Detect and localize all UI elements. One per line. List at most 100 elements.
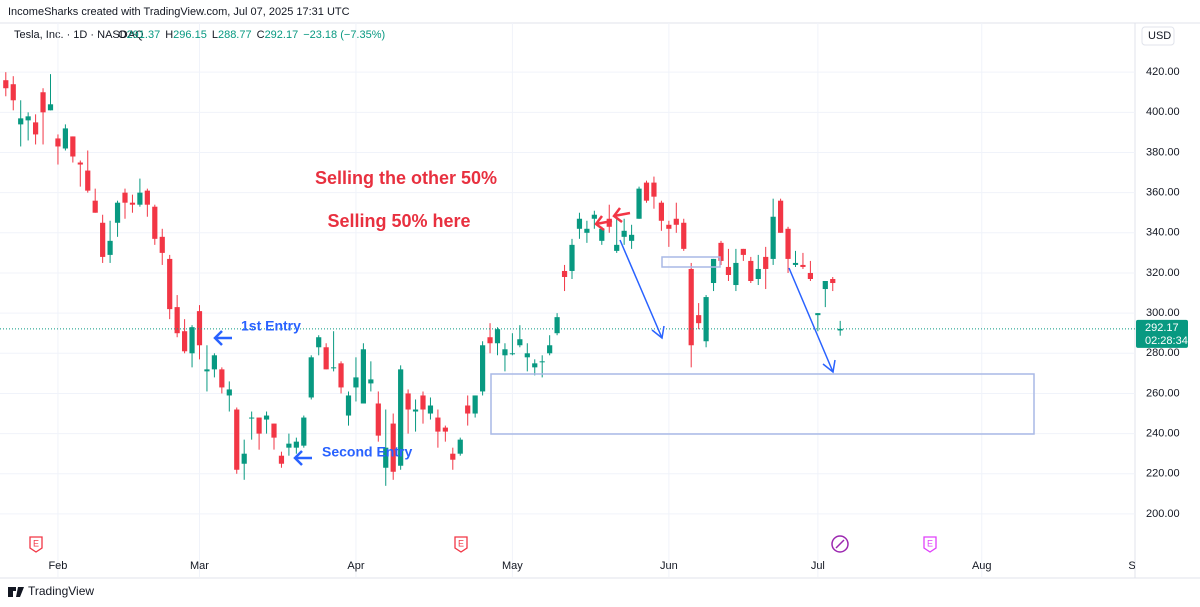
candle-body (129, 202, 136, 205)
y-tick-label: 280.00 (1146, 347, 1180, 359)
last-price-box (1136, 319, 1188, 348)
candle-body (226, 389, 232, 396)
currency-box (1141, 26, 1175, 46)
candle-body (144, 190, 150, 205)
candle-body (77, 162, 83, 165)
candle-body (800, 264, 806, 267)
candle-body (815, 313, 821, 316)
event-marker (923, 536, 937, 553)
candle-body (651, 182, 657, 197)
candle-body (33, 122, 39, 135)
event-marker (29, 536, 43, 553)
candle-body (830, 278, 836, 284)
candle-body (487, 337, 493, 344)
zone-box (661, 256, 721, 268)
candle-body (241, 453, 247, 464)
candle-body (599, 228, 605, 241)
candle-body (465, 405, 471, 414)
symbol: Tesla, Inc. · 1D · NASDAQ (14, 29, 144, 41)
candle-body (725, 266, 732, 275)
ohlc-value: 296.15 (173, 29, 207, 41)
candle-body (375, 403, 381, 436)
candle-body (383, 447, 389, 468)
candle-body (219, 369, 225, 388)
candle-body (450, 453, 456, 460)
candle-body (718, 242, 724, 261)
candle-body (390, 423, 396, 472)
logo (8, 587, 24, 597)
event-label: E (33, 538, 39, 548)
candle-body (561, 270, 568, 277)
countdown: 02:28:34 (1145, 335, 1188, 347)
ohlc-legend: O291.37 H296.15 L288.77 C292.17 −23.18 (−7.3… (118, 29, 385, 41)
candle-body (271, 423, 277, 438)
brand: TradingView (28, 584, 94, 598)
zone-box (490, 373, 1035, 435)
ohlc-letter: O (118, 29, 127, 41)
candle-body (345, 395, 352, 416)
candle-body (286, 443, 292, 448)
candle-body (509, 353, 515, 355)
candle-body (331, 367, 337, 369)
candle-body (107, 240, 113, 255)
candle-body (807, 272, 813, 279)
candle-body (25, 116, 31, 121)
candle-body (658, 202, 664, 221)
y-tick-label: 400.00 (1146, 106, 1180, 118)
candle-body (681, 222, 687, 249)
candle-body (532, 363, 538, 368)
y-tick-label: 320.00 (1146, 267, 1180, 279)
ohlc-value: 288.77 (218, 29, 252, 41)
y-tick-label: 240.00 (1146, 428, 1180, 440)
candle-body (167, 258, 173, 310)
candle-body (748, 260, 754, 282)
annotation: Selling the other 50% (315, 168, 497, 188)
candle-body (688, 268, 694, 346)
event-label: E (927, 538, 933, 548)
ohlc-value: 292.17 (265, 29, 299, 41)
candle-body (785, 228, 791, 259)
candle-body (360, 349, 366, 404)
candle-body (152, 206, 158, 239)
candle-body (792, 262, 799, 265)
ohlc-value: 291.37 (127, 29, 161, 41)
y-tick-label: 220.00 (1146, 468, 1180, 480)
candle-body (405, 393, 411, 410)
ohlc-letter: H (165, 29, 173, 41)
candle-body (55, 138, 61, 147)
candle-body (457, 439, 463, 454)
credit: IncomeSharks created with TradingView.co… (8, 6, 350, 18)
candle-body (472, 395, 478, 414)
candle-body (293, 441, 299, 448)
candle-body (196, 311, 203, 346)
candle-body (621, 230, 627, 237)
annotation: Second Entry (322, 444, 412, 460)
candle-body (614, 244, 620, 251)
arrow (619, 239, 836, 374)
candle-body (547, 345, 553, 354)
event-label: E (458, 538, 464, 548)
candle-body (576, 218, 583, 229)
candle-body (427, 405, 434, 414)
event-marker (454, 536, 468, 553)
change: −23.18 (−7.35%) (303, 29, 385, 41)
candle-body (629, 234, 635, 241)
candle-body (740, 248, 746, 255)
candle-body (122, 192, 128, 203)
candle-body (278, 455, 285, 464)
candle-body (673, 218, 679, 225)
candle-body (3, 80, 9, 89)
candle-body (591, 214, 597, 219)
candle-body (338, 363, 344, 388)
candle-body (696, 315, 702, 324)
candle-body (412, 409, 419, 412)
candle-body (100, 222, 106, 257)
candle-body (18, 118, 24, 125)
candle-body (159, 236, 165, 253)
candle-body (323, 347, 329, 370)
event-icon (831, 535, 849, 553)
candle-body (114, 202, 121, 223)
candle-body (40, 92, 46, 113)
candle-body (755, 268, 761, 279)
